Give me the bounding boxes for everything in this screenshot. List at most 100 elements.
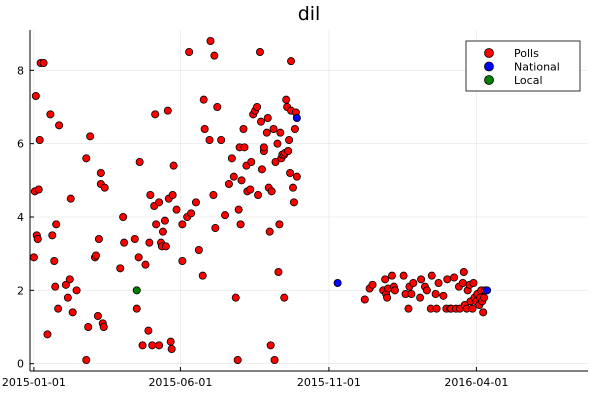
polls-point [213,103,222,112]
polls-point [161,242,170,251]
polls-point [39,59,48,68]
polls-point [459,267,468,276]
national-point [292,114,301,123]
polls-point [163,106,172,115]
polls-point [284,146,293,155]
polls-point [290,125,299,134]
y-tick-label: 8 [17,64,24,77]
polls-point [255,48,264,57]
polls-point [172,205,181,214]
polls-point [286,168,295,177]
polls-point [116,264,125,273]
polls-point [178,220,187,229]
polls-point [292,172,301,181]
legend-label-local: Local [514,74,543,87]
polls-point [233,355,242,364]
polls-point [450,273,459,282]
polls-point [479,308,488,317]
national-point [333,278,342,287]
y-tick-label: 4 [17,211,24,224]
polls-point [65,275,74,284]
national-point [483,286,492,295]
x-tick-label: 2016-04-01 [444,376,508,389]
polls-point [33,234,42,243]
polls-point [211,223,220,232]
polls-point [91,251,100,260]
polls-point [229,172,238,181]
legend-marker-local [484,75,494,85]
polls-point [169,161,178,170]
polls-point [217,135,226,144]
polls-point [50,256,59,265]
polls-point [155,198,164,207]
polls-point [285,135,294,144]
polls-point [194,245,203,254]
polls-point [399,271,408,280]
polls-point [270,355,279,364]
polls-point [34,185,43,194]
polls-point [360,295,369,304]
polls-point [35,135,44,144]
polls-point [178,256,187,265]
polls-point [130,234,139,243]
polls-point [468,304,477,313]
polls-point [434,278,443,287]
polls-point [200,125,209,134]
polls-point [404,304,413,313]
polls-point [431,289,440,298]
polls-point [29,253,38,262]
polls-point [409,278,418,287]
polls-point [443,275,452,284]
polls-point [259,143,268,152]
polls-point [269,125,278,134]
polls-point [205,135,214,144]
polls-point [55,121,64,130]
polls-point [151,110,160,119]
polls-point [273,139,282,148]
polls-point [187,209,196,218]
polls-point [86,132,95,141]
polls-point [93,311,102,320]
polls-point [158,227,167,236]
polls-point [267,187,276,196]
polls-point [144,326,153,335]
polls-point [236,220,245,229]
polls-point [120,238,129,247]
polls-point [63,293,72,302]
polls-point [146,190,155,199]
polls-point [43,330,52,339]
polls-point [390,286,399,295]
polls-point [289,198,298,207]
y-tick-label: 2 [17,284,24,297]
polls-point [407,289,416,298]
polls-point [61,280,70,289]
legend-label-polls: Polls [514,47,539,60]
polls-point [99,322,108,331]
polls-point [231,293,240,302]
polls-point [224,179,233,188]
polls-point [432,304,441,313]
polls-point [247,157,256,166]
polls-point [138,341,147,350]
polls-point [141,260,150,269]
polls-point [135,157,144,166]
y-tick-label: 6 [17,138,24,151]
polls-point [387,271,396,280]
polls-point [52,220,61,229]
x-tick-label: 2015-01-01 [2,376,66,389]
polls-point [46,110,55,119]
polls-point [288,183,297,192]
polls-point [239,125,248,134]
polls-point [254,190,263,199]
polls-point [54,304,63,313]
polls-point [417,275,426,284]
polls-point [96,168,105,177]
polls-point [68,308,77,317]
x-tick-label: 2015-11-01 [297,376,361,389]
polls-point [82,355,91,364]
polls-point [31,92,40,101]
polls-point [66,194,75,203]
x-tick-label: 2015-06-01 [148,376,212,389]
polls-point [265,227,274,236]
